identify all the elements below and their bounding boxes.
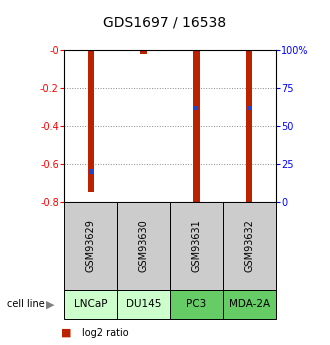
Bar — [247, 106, 251, 110]
Text: ▶: ▶ — [46, 299, 55, 309]
Text: MDA-2A: MDA-2A — [229, 299, 270, 309]
Text: cell line: cell line — [7, 299, 44, 309]
Text: GSM93632: GSM93632 — [244, 219, 254, 272]
Text: GSM93631: GSM93631 — [191, 219, 201, 272]
Text: log2 ratio: log2 ratio — [82, 328, 129, 338]
Bar — [246, 50, 252, 202]
Bar — [193, 50, 200, 202]
Bar — [194, 106, 198, 110]
Bar — [89, 169, 93, 174]
Text: ■: ■ — [61, 328, 72, 338]
Text: GSM93630: GSM93630 — [139, 219, 148, 272]
Text: DU145: DU145 — [126, 299, 161, 309]
Bar — [87, 50, 94, 193]
Text: GSM93629: GSM93629 — [86, 219, 96, 272]
Text: PC3: PC3 — [186, 299, 207, 309]
Text: LNCaP: LNCaP — [74, 299, 108, 309]
Bar — [140, 50, 147, 54]
Text: GDS1697 / 16538: GDS1697 / 16538 — [103, 16, 227, 30]
